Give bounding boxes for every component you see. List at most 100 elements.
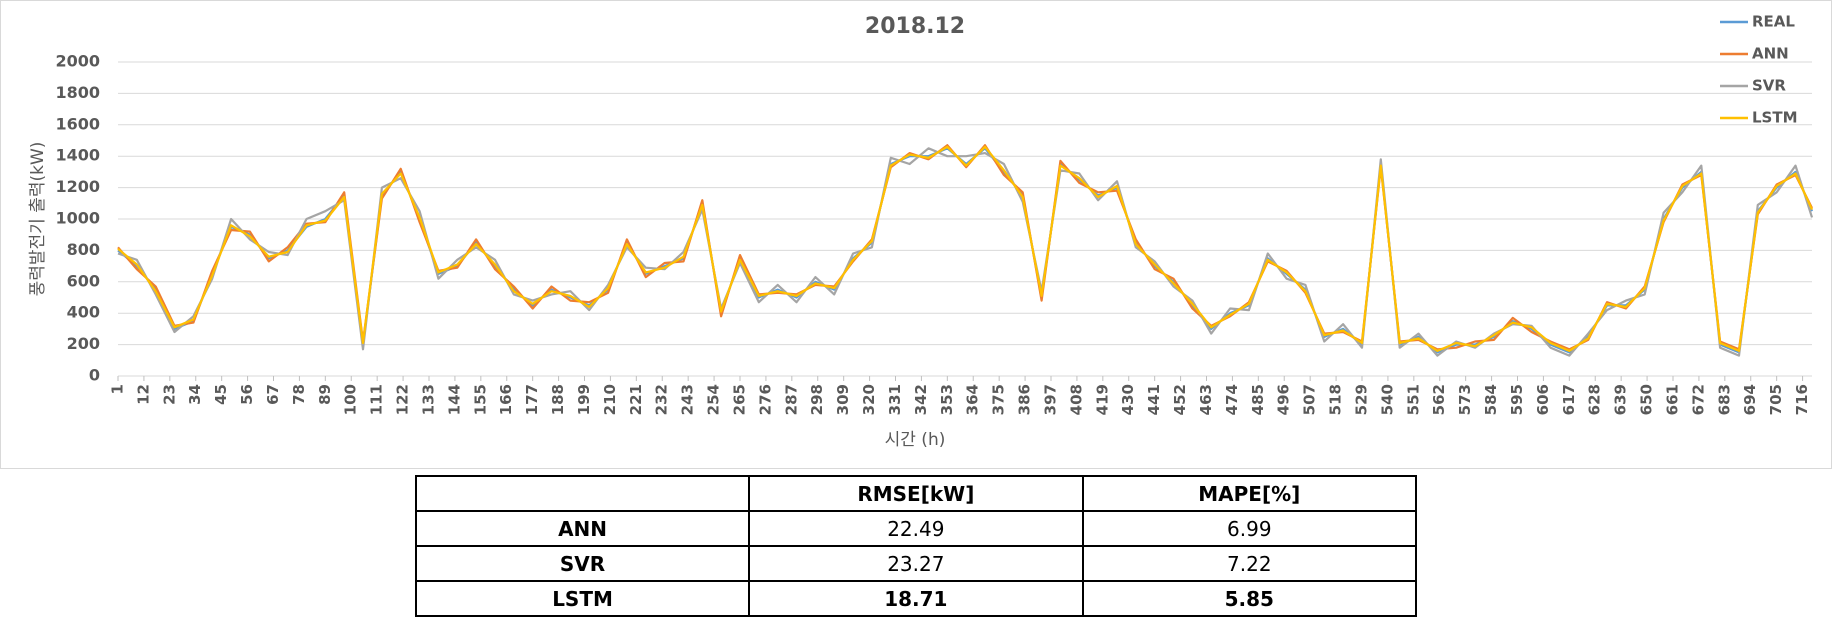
legend-label: LSTM — [1752, 109, 1798, 127]
y-tick-label: 1400 — [55, 146, 100, 165]
corner-cell — [414, 475, 751, 512]
chart-frame — [0, 0, 1832, 469]
x-tick-label: 430 — [1119, 384, 1137, 415]
x-tick-label: 595 — [1508, 384, 1526, 415]
x-tick-label: 386 — [1016, 384, 1034, 415]
x-tick-label: 617 — [1560, 384, 1578, 415]
x-tick-label: 529 — [1352, 384, 1370, 415]
x-tick-label: 210 — [601, 384, 619, 415]
row-header: ANN — [414, 510, 751, 547]
series-line — [117, 144, 1813, 351]
x-tick-label: 672 — [1689, 384, 1707, 415]
x-tick-label: 518 — [1327, 384, 1345, 415]
cell: 5.85 — [1081, 580, 1418, 617]
x-tick-label: 320 — [860, 384, 878, 415]
y-tick-label: 1200 — [55, 177, 100, 196]
y-tick-label: 400 — [67, 303, 100, 322]
cell: 6.99 — [1081, 510, 1418, 547]
x-tick-label: 342 — [912, 384, 930, 415]
cell: 22.49 — [748, 510, 1084, 547]
x-tick-label: 34 — [186, 384, 204, 405]
x-tick-label: 562 — [1430, 384, 1448, 415]
x-tick-label: 78 — [290, 384, 308, 405]
x-tick-label: 166 — [497, 384, 515, 415]
x-tick-label: 309 — [834, 384, 852, 415]
x-tick-label: 639 — [1612, 384, 1630, 415]
x-tick-label: 716 — [1793, 384, 1811, 415]
y-tick-label: 800 — [67, 240, 100, 259]
x-axis-label: 시간 (h) — [885, 430, 946, 450]
y-tick-label: 1800 — [55, 83, 100, 102]
x-tick-label: 144 — [445, 384, 463, 415]
x-tick-label: 298 — [808, 384, 826, 415]
table-row: SVR 23.27 7.22 — [414, 545, 1418, 582]
x-tick-label: 452 — [1171, 384, 1189, 415]
cell: 23.27 — [748, 545, 1084, 582]
x-tick-label: 694 — [1741, 384, 1759, 415]
table-header: RMSE[kW] MAPE[%] — [414, 475, 1418, 512]
cell: 18.71 — [748, 580, 1084, 617]
x-tick-label: 540 — [1378, 384, 1396, 415]
y-tick-label: 600 — [67, 271, 100, 290]
y-tick-label: 1600 — [55, 114, 100, 133]
x-tick-label: 45 — [212, 384, 230, 405]
x-tick-label: 276 — [756, 384, 774, 415]
table-row: LSTM 18.71 5.85 — [414, 580, 1418, 617]
x-tick-label: 474 — [1223, 384, 1241, 415]
x-tick-label: 155 — [471, 384, 489, 415]
x-tick-label: 496 — [1275, 384, 1293, 415]
x-tick-label: 199 — [575, 384, 593, 415]
x-tick-label: 56 — [238, 384, 256, 405]
x-tick-label: 100 — [342, 384, 360, 415]
series-line — [117, 145, 1814, 352]
x-tick-label: 441 — [1145, 384, 1163, 415]
x-tick-label: 23 — [160, 384, 178, 405]
x-tick-label: 507 — [1301, 384, 1319, 415]
series-line — [117, 147, 1814, 357]
row-header: LSTM — [414, 580, 751, 617]
x-tick-label: 177 — [523, 384, 541, 415]
x-tick-label: 661 — [1663, 384, 1681, 415]
x-tick-label: 111 — [368, 384, 386, 415]
x-tick-label: 331 — [886, 384, 904, 415]
x-tick-label: 265 — [730, 384, 748, 415]
column-header: RMSE[kW] — [748, 475, 1084, 512]
results-table: RMSE[kW] MAPE[%] ANN 22.49 6.99 SVR 23.2… — [414, 475, 1418, 617]
row-header: SVR — [414, 545, 751, 582]
x-tick-label: 188 — [549, 384, 567, 415]
x-tick-label: 67 — [264, 384, 282, 405]
y-tick-label: 2000 — [55, 52, 100, 71]
y-tick-label: 200 — [67, 334, 100, 353]
x-tick-label: 12 — [134, 384, 152, 405]
x-tick-label: 606 — [1534, 384, 1552, 415]
x-tick-label: 419 — [1093, 384, 1111, 415]
column-header: MAPE[%] — [1081, 475, 1418, 512]
x-tick-label: 705 — [1767, 384, 1785, 415]
cell: 7.22 — [1081, 545, 1418, 582]
legend-label: SVR — [1752, 77, 1786, 95]
x-tick-label: 463 — [1197, 384, 1215, 415]
legend-label: ANN — [1752, 45, 1789, 63]
x-tick-label: 628 — [1586, 384, 1604, 415]
y-tick-label: 1000 — [55, 209, 100, 228]
x-tick-label: 232 — [653, 384, 671, 415]
x-tick-label: 243 — [679, 384, 697, 415]
chart-title: 2018.12 — [865, 14, 965, 39]
chart: 2018.12 시간 (h) 풍력발전기 출력(kW) 0 200 400 600 80… — [0, 0, 1832, 469]
y-axis-label: 풍력발전기 출력(kW) — [28, 142, 48, 297]
x-tick-label: 122 — [394, 384, 412, 415]
x-tick-label: 408 — [1067, 384, 1085, 415]
x-tick-label: 254 — [705, 384, 723, 415]
y-tick-label: 0 — [89, 366, 100, 385]
x-tick-label: 584 — [1482, 384, 1500, 415]
x-tick-label: 551 — [1404, 384, 1422, 415]
x-tick-label: 573 — [1456, 384, 1474, 415]
x-tick-label: 89 — [316, 384, 334, 405]
table-row: ANN 22.49 6.99 — [414, 510, 1418, 547]
x-tick-label: 397 — [1041, 384, 1059, 415]
x-tick-label: 485 — [1249, 384, 1267, 415]
x-tick-label: 375 — [990, 384, 1008, 415]
legend-label: REAL — [1752, 13, 1795, 31]
x-tick-label: 650 — [1638, 384, 1656, 415]
